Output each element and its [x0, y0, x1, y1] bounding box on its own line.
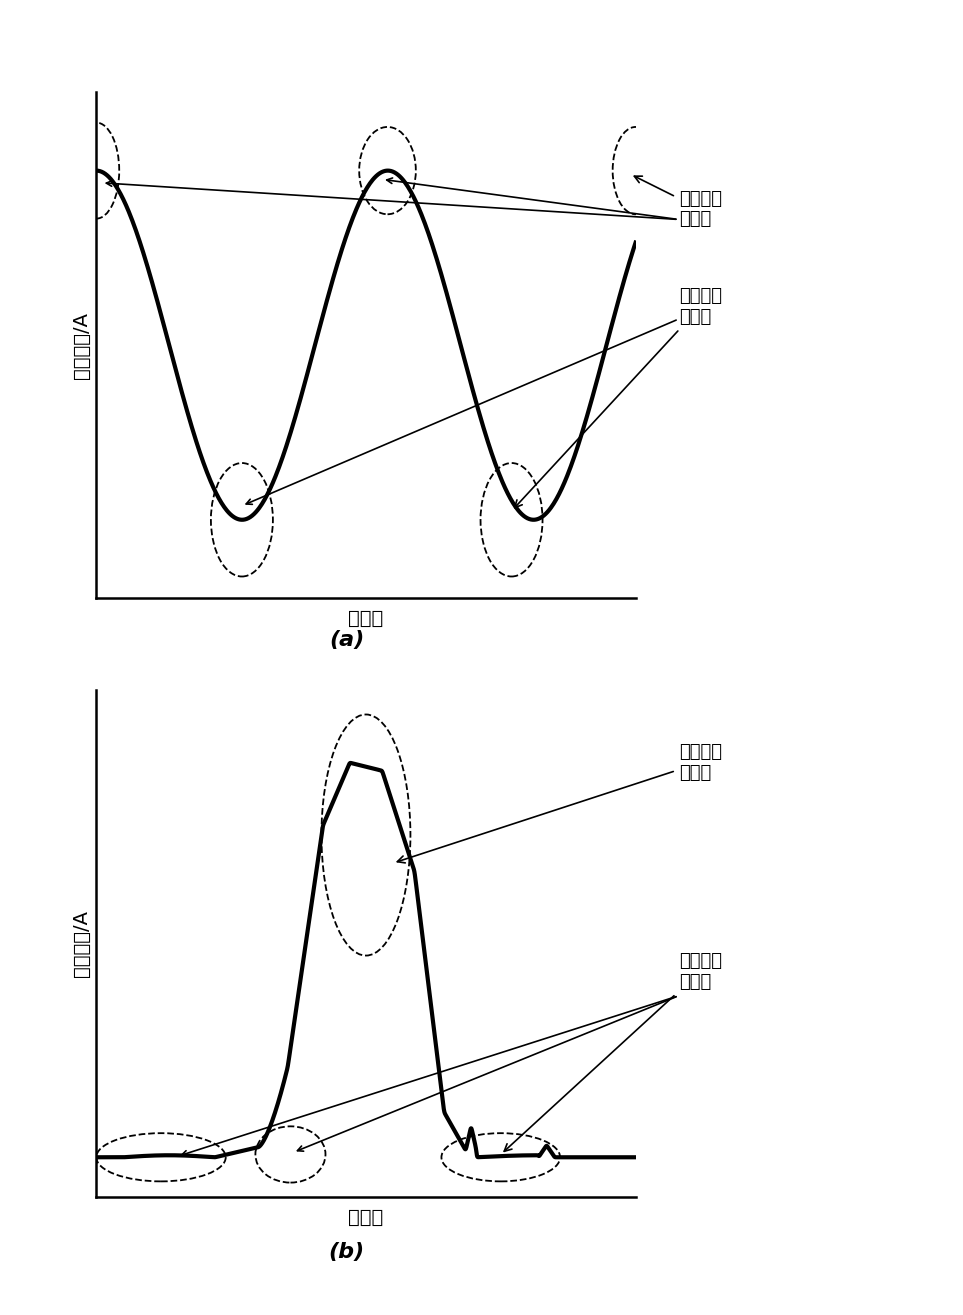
Text: 数值分布
稠密区: 数值分布 稠密区: [505, 952, 721, 1152]
Text: 数值分布
稀疏区: 数值分布 稀疏区: [514, 288, 721, 508]
Text: 数值分布
稀疏区: 数值分布 稀疏区: [398, 743, 721, 863]
Text: (b): (b): [328, 1241, 365, 1262]
Y-axis label: 正弦电流/A: 正弦电流/A: [72, 312, 91, 379]
X-axis label: 采样点: 采样点: [349, 609, 383, 629]
Text: 数值分布
稠密区: 数值分布 稠密区: [635, 176, 721, 229]
Text: (a): (a): [329, 630, 364, 651]
Y-axis label: 励磁电流/A: 励磁电流/A: [72, 910, 91, 977]
X-axis label: 采样点: 采样点: [349, 1207, 383, 1227]
